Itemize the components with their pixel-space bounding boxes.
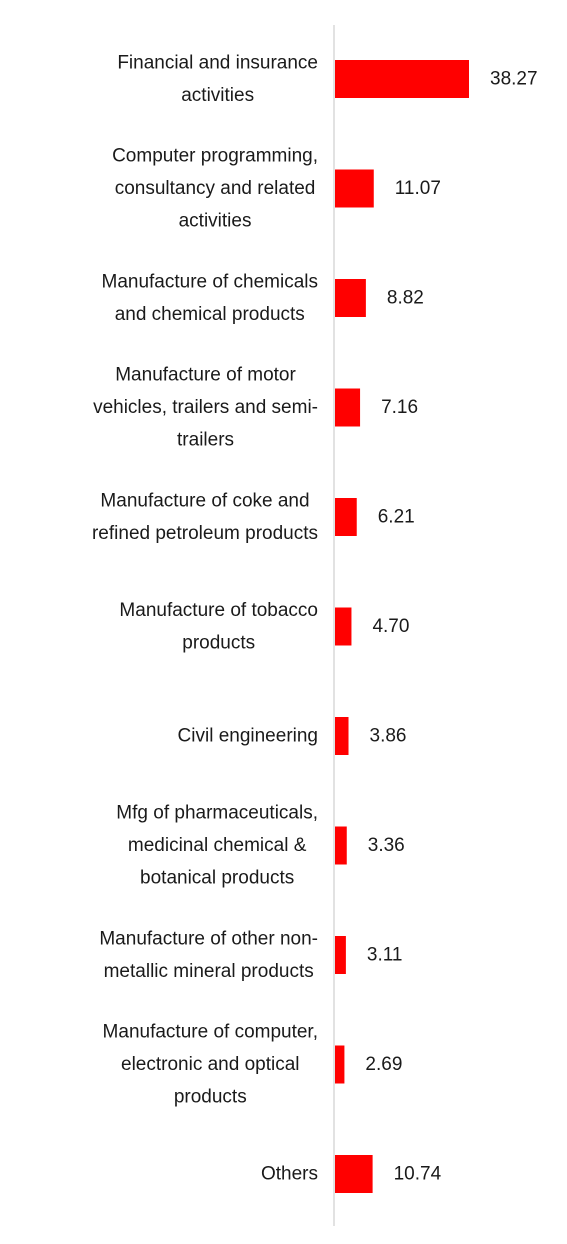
category-label-line: medicinal chemical & [128, 835, 307, 856]
bar-8 [335, 936, 346, 974]
category-label-line: activities [181, 85, 254, 106]
category-label-line: activities [179, 211, 252, 232]
bar-3 [335, 388, 361, 427]
bar-1 [335, 169, 374, 208]
category-label-0: Financial and insurance activities [117, 52, 318, 106]
bar-6 [335, 717, 349, 755]
category-label-8: Manufacture of other non-metallic minera… [99, 928, 318, 982]
category-label-line: Manufacture of other non- [99, 928, 318, 949]
category-label-line: Manufacture of chemicals [102, 271, 319, 292]
category-label-10: Others [261, 1164, 318, 1185]
category-label-line: products [182, 632, 255, 653]
category-label-line: Manufacture of coke and [100, 490, 309, 511]
bar-9 [335, 1045, 345, 1084]
category-label-line: Manufacture of motor [115, 365, 296, 386]
category-label-5: Manufacture of tobacco products [119, 600, 318, 654]
category-label-line: products [174, 1087, 247, 1108]
category-label-line: electronic and optical [121, 1054, 300, 1075]
value-label-6: 3.86 [370, 726, 407, 747]
value-label-10: 10.74 [394, 1164, 442, 1185]
bar-5 [335, 607, 352, 646]
category-label-line: refined petroleum products [92, 523, 318, 544]
value-labels-group: 38.27 11.07 8.82 7.16 6.21 4.70 3.86 3.36 3.11 2.… [365, 69, 537, 1185]
category-label-line: Computer programming, [112, 146, 318, 167]
bar-7 [335, 826, 347, 865]
category-label-4: Manufacture of coke and refined petroleum… [92, 490, 318, 544]
category-label-line: Financial and insurance [117, 52, 318, 73]
bar-10 [335, 1155, 373, 1193]
value-label-4: 6.21 [378, 507, 415, 528]
category-labels-group: Financial and insurance activitiesCompute… [92, 52, 318, 1184]
category-label-line: consultancy and related [115, 178, 316, 199]
category-label-line: Others [261, 1164, 318, 1185]
value-label-8: 3.11 [367, 945, 403, 966]
category-label-line: Civil engineering [178, 726, 318, 747]
value-label-0: 38.27 [490, 69, 538, 90]
category-label-line: Manufacture of computer, [103, 1022, 318, 1043]
category-label-line: and chemical products [115, 304, 305, 325]
value-label-2: 8.82 [387, 288, 424, 309]
category-label-line: Manufacture of tobacco [119, 600, 318, 621]
category-label-line: Mfg of pharmaceuticals, [116, 803, 318, 824]
value-label-3: 7.16 [381, 397, 418, 418]
category-label-1: Computer programming, consultancy and rel… [112, 146, 318, 232]
value-label-5: 4.70 [372, 616, 409, 637]
value-label-9: 2.69 [365, 1054, 402, 1075]
category-label-2: Manufacture of chemicals and chemical pro… [102, 271, 319, 325]
category-label-3: Manufacture of motor vehicles, trailers a… [93, 365, 318, 451]
bar-4 [335, 498, 357, 536]
category-label-line: metallic mineral products [104, 961, 314, 982]
category-label-line: vehicles, trailers and semi- [93, 397, 318, 418]
value-label-1: 11.07 [395, 178, 441, 199]
bars-group [335, 60, 469, 1193]
category-label-line: trailers [177, 430, 234, 451]
bar-0 [335, 60, 469, 98]
category-label-9: Manufacture of computer, electronic and o… [103, 1022, 318, 1108]
category-label-7: Mfg of pharmaceuticals, medicinal chemica… [116, 803, 318, 889]
category-label-6: Civil engineering [178, 726, 318, 747]
category-label-line: botanical products [140, 868, 294, 889]
bar-2 [335, 279, 366, 317]
value-label-7: 3.36 [368, 835, 405, 856]
